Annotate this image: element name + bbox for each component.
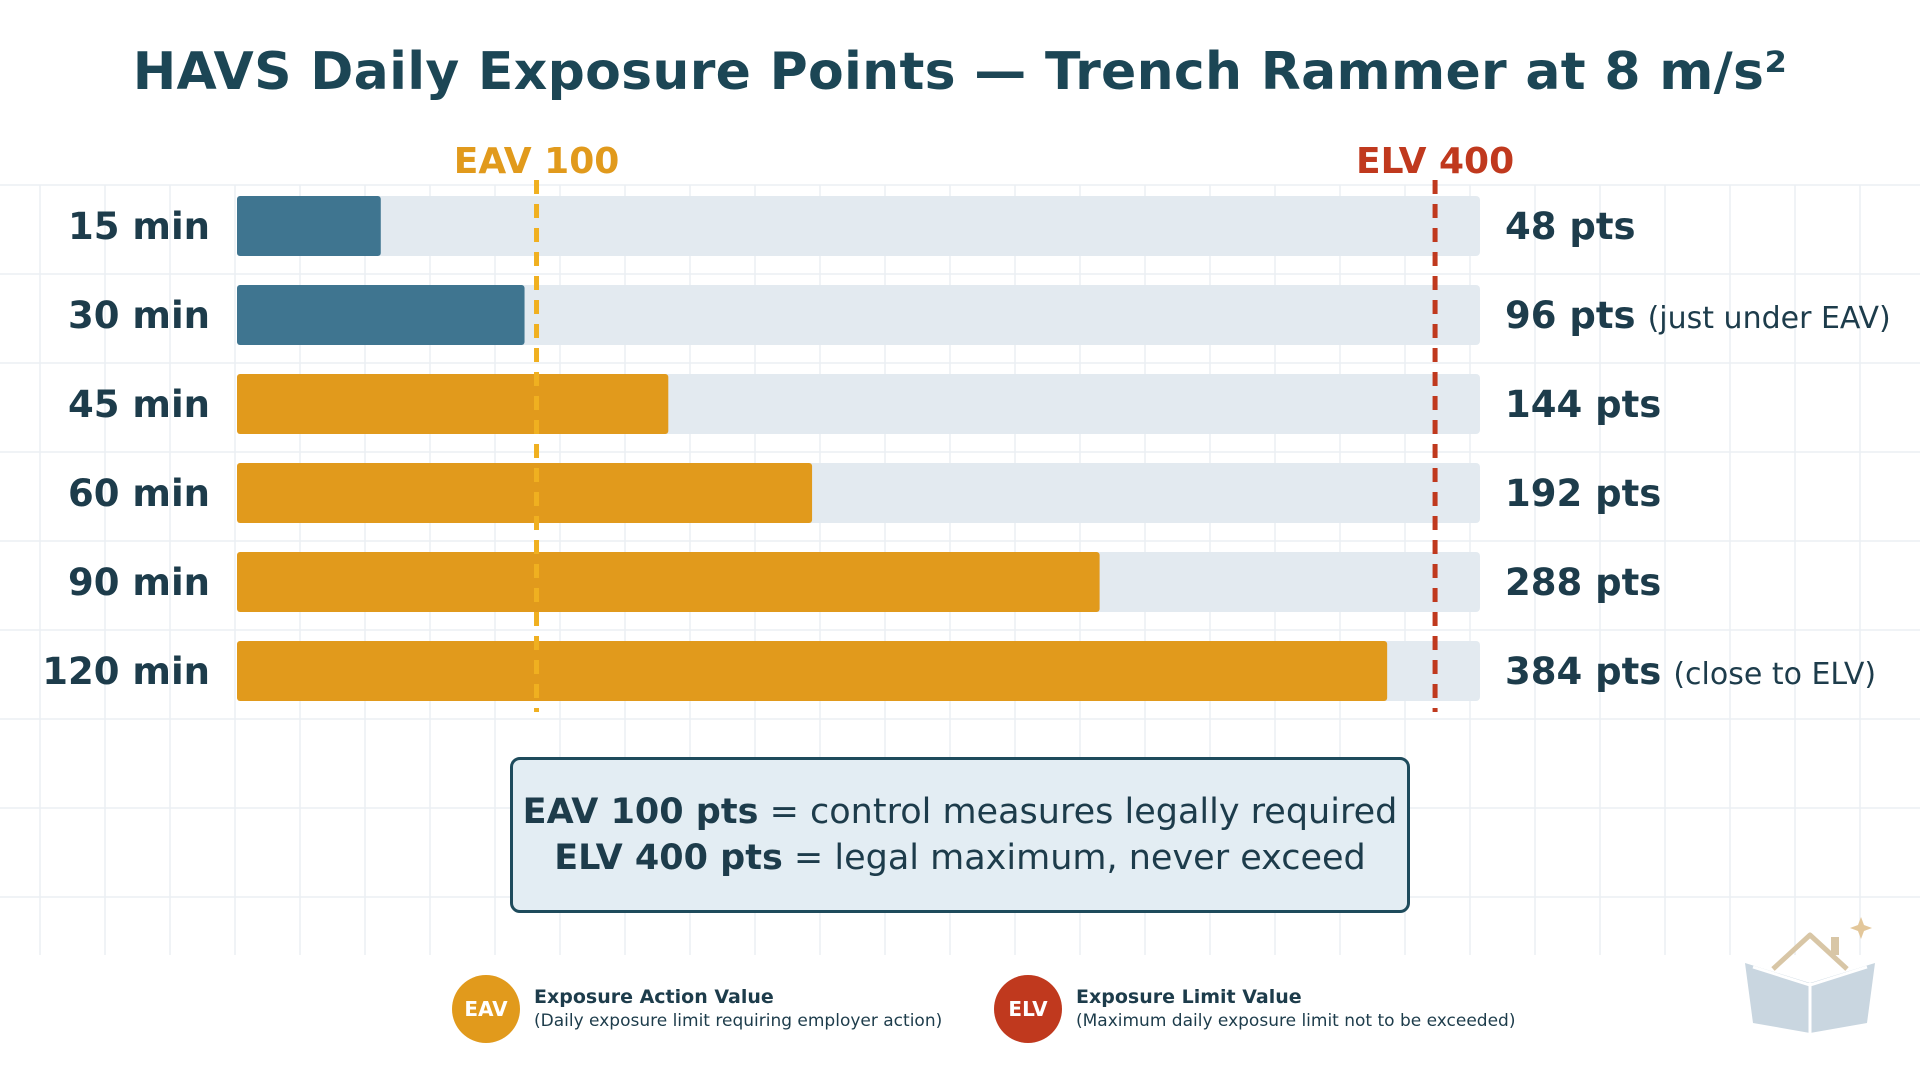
legend-eav-title: Exposure Action Value	[534, 986, 774, 1008]
bar	[237, 641, 1388, 701]
value-label: 48 pts	[1505, 205, 1636, 248]
value-label: 96 pts (just under EAV)	[1505, 294, 1891, 337]
value-note: (just under EAV)	[1648, 301, 1891, 336]
category-label: 120 min	[42, 650, 210, 693]
category-label: 30 min	[68, 294, 210, 337]
legend-elv-title: Exposure Limit Value	[1076, 986, 1302, 1008]
info-box: EAV 100 pts = control measures legally r…	[510, 757, 1410, 913]
category-label: 60 min	[68, 472, 210, 515]
legend-eav: EAV Exposure Action Value (Daily exposur…	[452, 975, 942, 1043]
info-line-eav: EAV 100 pts = control measures legally r…	[513, 792, 1407, 832]
value-label: 288 pts	[1505, 561, 1661, 604]
category-label: 90 min	[68, 561, 210, 604]
legend-elv: ELV Exposure Limit Value (Maximum daily …	[994, 975, 1515, 1043]
elv-badge: ELV	[994, 975, 1062, 1043]
bar	[237, 463, 813, 523]
category-label: 45 min	[68, 383, 210, 426]
value-note: (close to ELV)	[1673, 657, 1876, 692]
legend-eav-subtitle: (Daily exposure limit requiring employer…	[534, 1011, 943, 1031]
info-elv-bold: ELV 400 pts	[554, 838, 783, 878]
bar	[237, 552, 1100, 612]
category-label: 15 min	[68, 205, 210, 248]
elv-label: ELV 400	[1356, 141, 1514, 182]
legend-elv-subtitle: (Maximum daily exposure limit not to be …	[1076, 1011, 1516, 1031]
bar-track	[237, 196, 1480, 256]
eav-label: EAV 100	[454, 141, 620, 182]
bar-track	[237, 285, 1480, 345]
info-eav-text: = control measures legally required	[758, 792, 1398, 832]
eav-badge: EAV	[452, 975, 520, 1043]
value-label: 384 pts (close to ELV)	[1505, 650, 1876, 693]
info-eav-bold: EAV 100 pts	[522, 792, 759, 832]
info-line-elv: ELV 400 pts = legal maximum, never excee…	[513, 838, 1407, 878]
open-book-house-icon	[1745, 917, 1875, 1033]
value-label: 192 pts	[1505, 472, 1661, 515]
chart-title: HAVS Daily Exposure Points — Trench Ramm…	[132, 42, 1788, 102]
info-elv-text: = legal maximum, never exceed	[782, 838, 1366, 878]
bar	[237, 374, 669, 434]
value-label: 144 pts	[1505, 383, 1661, 426]
bar	[237, 196, 381, 256]
bar	[237, 285, 525, 345]
